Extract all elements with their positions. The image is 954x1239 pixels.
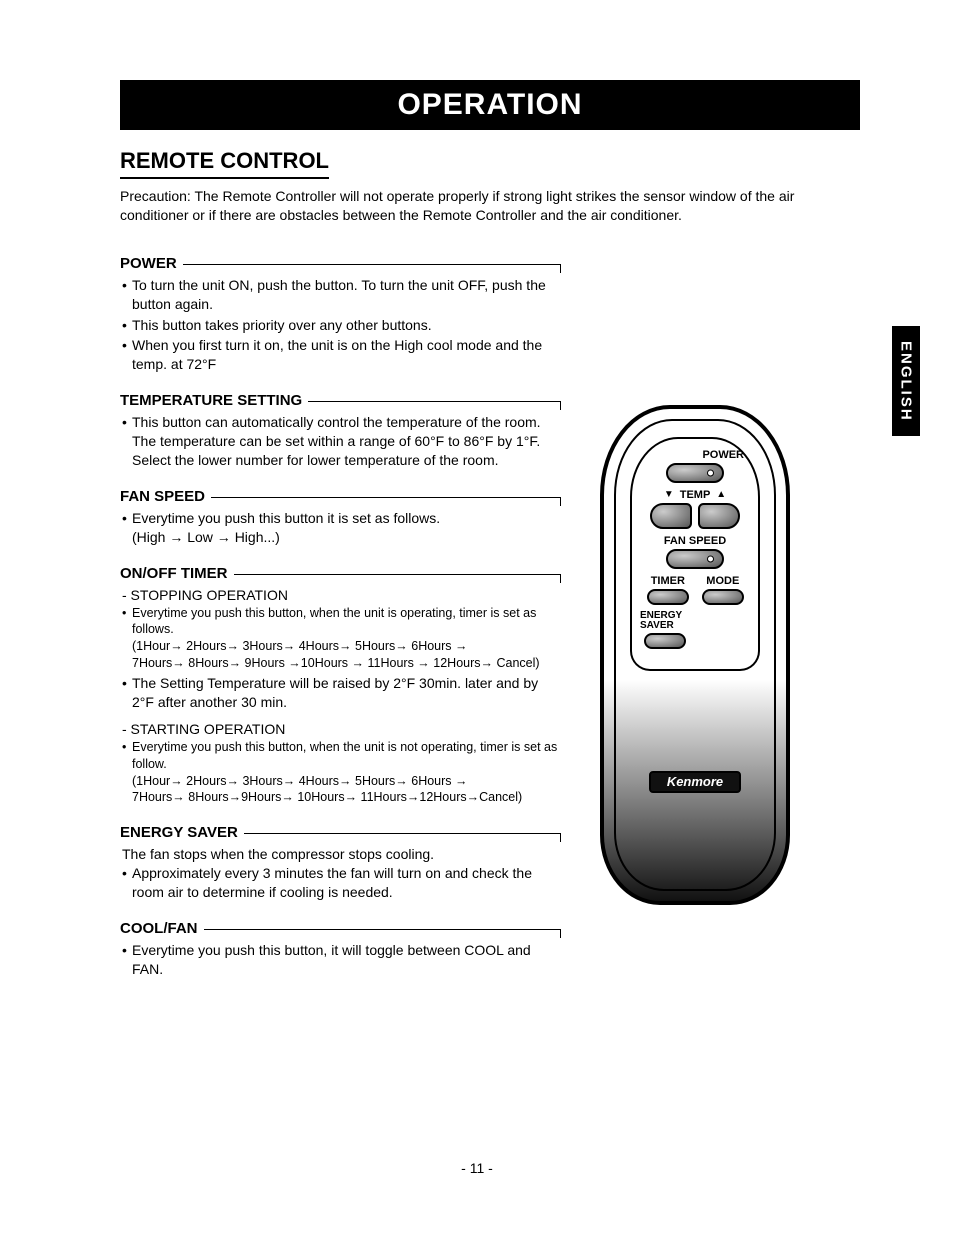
- energy-lead: The fan stops when the compressor stops …: [120, 845, 560, 864]
- timer-stop-item: Everytime you push this button, when the…: [120, 605, 560, 673]
- page-content: OPERATION REMOTE CONTROL Precaution: The…: [120, 80, 860, 997]
- power-item: When you first turn it on, the unit is o…: [120, 336, 560, 374]
- coolfan-title: COOL/FAN: [120, 920, 198, 937]
- power-title: POWER: [120, 255, 177, 272]
- triangle-up-icon: ▲: [716, 489, 726, 501]
- fan-speed-title: FAN SPEED: [120, 488, 205, 505]
- remote-illustration-column: POWER ▼ TEMP ▲ FAN SPEED TIMER: [570, 255, 860, 997]
- fan-speed-section: FAN SPEED Everytime you push this button…: [120, 488, 560, 547]
- coolfan-item: Everytime you push this button, it will …: [120, 941, 560, 979]
- language-tab: ENGLISH: [892, 326, 920, 436]
- energy-saver-section: ENERGY SAVER The fan stops when the comp…: [120, 824, 560, 902]
- temperature-title: TEMPERATURE SETTING: [120, 392, 302, 409]
- remote-temp-down-icon: [650, 503, 692, 529]
- timer-stop-item: The Setting Temperature will be raised b…: [120, 674, 560, 712]
- timer-start-item: Everytime you push this button, when the…: [120, 739, 560, 807]
- fan-item: Everytime you push this button it is set…: [120, 509, 560, 547]
- remote-mode-button-icon: [702, 589, 744, 605]
- coolfan-section: COOL/FAN Everytime you push this button,…: [120, 920, 560, 979]
- page-number: - 11 -: [0, 1160, 954, 1176]
- remote-energy-saver-label: ENERGY SAVER: [640, 611, 690, 631]
- energy-item: Approximately every 3 minutes the fan wi…: [120, 864, 560, 902]
- remote-temp-label: TEMP: [680, 489, 711, 501]
- timer-start-label: - STARTING OPERATION: [120, 720, 560, 739]
- timer-section: ON/OFF TIMER - STOPPING OPERATION Everyt…: [120, 565, 560, 807]
- section-heading: REMOTE CONTROL: [120, 130, 860, 187]
- remote-fanspeed-button-icon: [666, 549, 724, 569]
- remote-fanspeed-label: FAN SPEED: [640, 535, 750, 547]
- remote-illustration: POWER ▼ TEMP ▲ FAN SPEED TIMER: [600, 405, 790, 905]
- remote-brand-badge: Kenmore: [649, 771, 741, 793]
- remote-energy-saver-button-icon: [644, 633, 686, 649]
- energy-title: ENERGY SAVER: [120, 824, 238, 841]
- remote-power-button-icon: [666, 463, 724, 483]
- power-section: POWER To turn the unit ON, push the butt…: [120, 255, 560, 374]
- banner-title: OPERATION: [120, 80, 860, 130]
- remote-timer-label: TIMER: [651, 575, 685, 587]
- remote-control-heading: REMOTE CONTROL: [120, 148, 329, 179]
- temperature-section: TEMPERATURE SETTING This button can auto…: [120, 392, 560, 470]
- triangle-down-icon: ▼: [664, 489, 674, 501]
- remote-mode-label: MODE: [706, 575, 739, 587]
- timer-stop-label: - STOPPING OPERATION: [120, 586, 560, 605]
- timer-title: ON/OFF TIMER: [120, 565, 228, 582]
- precaution-text: Precaution: The Remote Controller will n…: [120, 187, 860, 225]
- power-item: To turn the unit ON, push the button. To…: [120, 276, 560, 314]
- temperature-item: This button can automatically control th…: [120, 413, 560, 470]
- power-item: This button takes priority over any othe…: [120, 316, 560, 335]
- instruction-column: POWER To turn the unit ON, push the butt…: [120, 255, 560, 997]
- remote-temp-up-icon: [698, 503, 740, 529]
- remote-timer-button-icon: [647, 589, 689, 605]
- remote-power-label: POWER: [640, 449, 750, 461]
